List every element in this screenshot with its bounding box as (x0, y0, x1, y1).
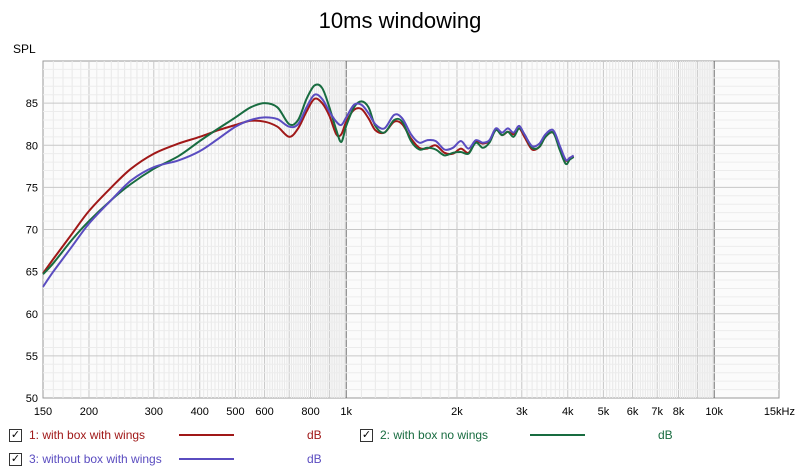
legend-swatch-1 (179, 434, 234, 436)
legend-item-3[interactable]: ✓ 3: without box with wings dB (9, 452, 349, 472)
x-tick-label: 400 (191, 406, 209, 418)
x-tick-labels: 150 200 300 400 500 600 800 1k 2k 3k 4k 5k 6k 7k 8k 10k… (34, 406, 795, 418)
legend-item-1[interactable]: ✓ 1: with box with wings dB (9, 428, 349, 448)
x-tick-label: 4k (562, 406, 574, 418)
x-tick-label: 3k (516, 406, 528, 418)
legend-swatch-3 (179, 458, 234, 460)
legend-swatch-2 (530, 434, 585, 436)
x-tick-label: 15kHz (764, 406, 795, 418)
x-tick-label: 10k (705, 406, 723, 418)
y-tick-label: 60 (26, 309, 38, 321)
x-tick-label: 150 (34, 406, 52, 418)
grid-lines (43, 61, 779, 398)
y-tick-label: 55 (26, 351, 38, 363)
y-tick-label: 70 (26, 225, 38, 237)
chart-title: 10ms windowing (318, 8, 482, 33)
x-tick-label: 7k (651, 406, 663, 418)
checkmark-icon: ✓ (10, 453, 21, 465)
y-tick-label: 85 (26, 98, 38, 110)
series-lines (42, 83, 575, 288)
legend-unit-1: dB (307, 428, 322, 442)
y-tick-labels: 50 55 60 65 70 75 80 85 (26, 98, 38, 405)
y-axis-label: SPL (13, 42, 36, 56)
y-tick-label: 80 (26, 140, 38, 152)
x-tick-label: 1k (340, 406, 352, 418)
series-line-2 (42, 83, 575, 275)
legend-label-1: 1: with box with wings (29, 428, 146, 442)
series-line-3 (42, 93, 575, 288)
legend-unit-2: dB (658, 428, 673, 442)
legend-item-2[interactable]: ✓ 2: with box no wings dB (360, 428, 700, 448)
x-tick-label: 500 (226, 406, 244, 418)
x-tick-label: 600 (255, 406, 273, 418)
y-tick-label: 65 (26, 267, 38, 279)
legend-checkbox-2[interactable]: ✓ (360, 429, 373, 442)
x-tick-label: 200 (80, 406, 98, 418)
x-tick-label: 2k (451, 406, 463, 418)
y-tick-label: 75 (26, 182, 38, 194)
checkmark-icon: ✓ (361, 429, 372, 441)
x-tick-label: 800 (301, 406, 319, 418)
x-tick-label: 6k (627, 406, 639, 418)
x-tick-label: 8k (673, 406, 685, 418)
legend-label-3: 3: without box with wings (29, 452, 162, 466)
checkmark-icon: ✓ (10, 429, 21, 441)
x-tick-label: 300 (145, 406, 163, 418)
legend-checkbox-1[interactable]: ✓ (9, 429, 22, 442)
x-tick-label: 5k (598, 406, 610, 418)
legend-unit-3: dB (307, 452, 322, 466)
legend-checkbox-3[interactable]: ✓ (9, 453, 22, 466)
legend-label-2: 2: with box no wings (380, 428, 489, 442)
y-tick-label: 50 (26, 393, 38, 405)
